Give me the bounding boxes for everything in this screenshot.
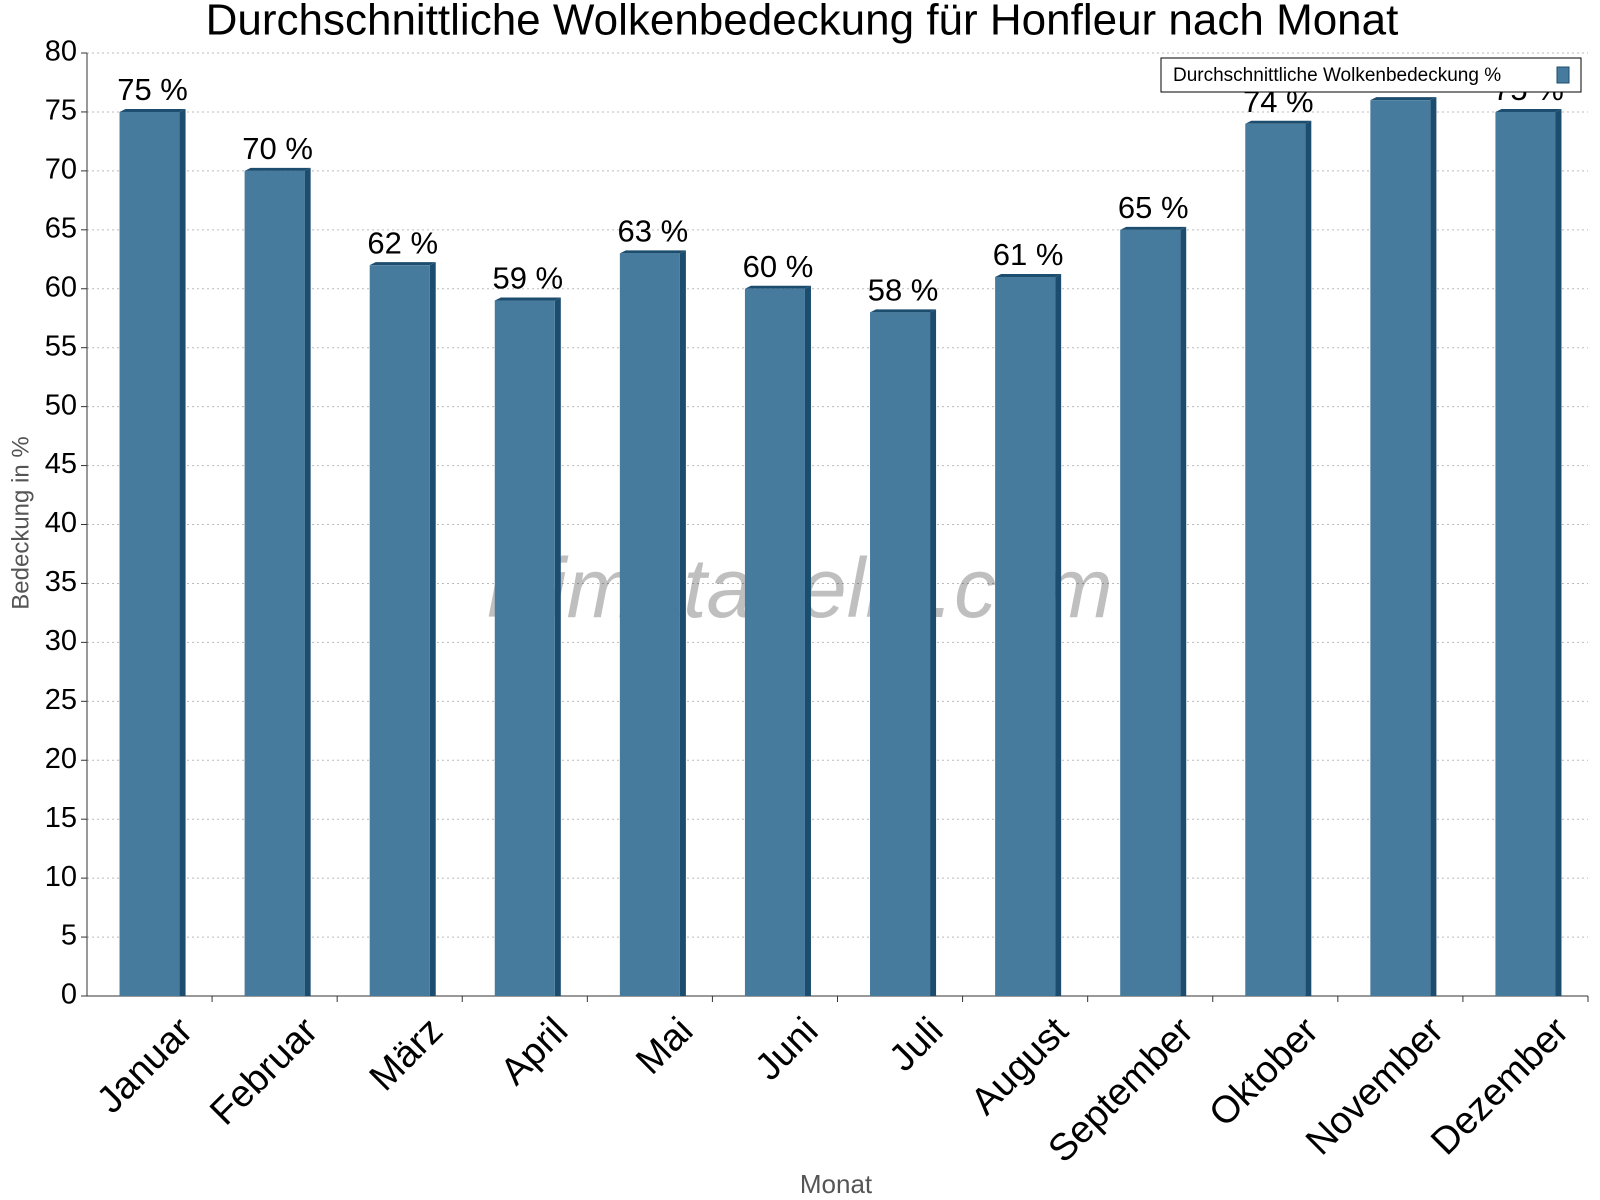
- x-axis-title: Monat: [800, 1169, 873, 1199]
- bar-side: [554, 297, 561, 997]
- bar-top: [244, 167, 311, 171]
- value-label: 61 %: [993, 237, 1064, 272]
- bar-group: [494, 297, 561, 997]
- bar-group: [119, 108, 186, 996]
- value-label: 63 %: [618, 214, 689, 249]
- bar-side: [1055, 273, 1062, 996]
- bar-side: [1305, 120, 1312, 997]
- bar-top: [744, 285, 811, 289]
- bar-side: [1555, 108, 1562, 996]
- value-label: 62 %: [367, 225, 438, 260]
- value-label: 65 %: [1118, 190, 1189, 225]
- bar-top: [1120, 226, 1187, 230]
- bar-group: [1370, 97, 1437, 996]
- bar-top: [1370, 97, 1437, 101]
- bar: [870, 312, 931, 996]
- bar-group: [1495, 108, 1562, 996]
- bar: [244, 170, 305, 996]
- value-label: 59 %: [492, 261, 563, 296]
- bar-side: [930, 309, 937, 996]
- bar-top: [1495, 108, 1562, 112]
- bar-top: [870, 309, 937, 313]
- y-tick-label: 10: [45, 861, 77, 893]
- bar: [1495, 111, 1556, 996]
- bar-top: [369, 262, 436, 266]
- y-tick-label: 55: [45, 330, 77, 362]
- bar-group: [1245, 120, 1312, 997]
- y-tick-label: 65: [45, 212, 77, 244]
- bar: [1120, 229, 1181, 996]
- bar-group: [870, 309, 937, 996]
- y-tick-label: 60: [45, 271, 77, 303]
- bar: [119, 111, 180, 996]
- bar-top: [494, 297, 561, 301]
- bar-side: [179, 108, 186, 996]
- bar: [494, 300, 555, 997]
- value-label: 60 %: [743, 249, 814, 284]
- y-tick-label: 35: [45, 566, 77, 598]
- bar-side: [679, 250, 686, 996]
- bar-group: [369, 262, 436, 996]
- legend-label: Durchschnittliche Wolkenbedeckung %: [1173, 65, 1501, 86]
- y-tick-label: 15: [45, 802, 77, 834]
- y-tick-label: 0: [61, 979, 77, 1011]
- legend-swatch: [1556, 66, 1570, 84]
- bar-top: [995, 273, 1062, 277]
- bar-side: [304, 167, 311, 996]
- y-tick-label: 50: [45, 389, 77, 421]
- bar: [744, 288, 805, 996]
- y-tick-label: 40: [45, 507, 77, 539]
- y-tick-label: 45: [45, 448, 77, 480]
- bar-group: [744, 285, 811, 996]
- bar-top: [119, 108, 186, 112]
- bar-group: [1120, 226, 1187, 996]
- bar-side: [1180, 226, 1187, 996]
- bar: [369, 265, 430, 996]
- bar: [1245, 123, 1306, 997]
- bar-side: [1430, 97, 1437, 996]
- bar-side: [804, 285, 811, 996]
- bar-top: [1245, 120, 1312, 124]
- y-tick-label: 25: [45, 684, 77, 716]
- bar-group: [244, 167, 311, 996]
- y-tick-label: 5: [61, 920, 77, 952]
- legend-box: [1160, 57, 1582, 93]
- bar-group: [619, 250, 686, 996]
- bar: [995, 276, 1056, 996]
- y-tick-label: 20: [45, 743, 77, 775]
- bar-side: [429, 262, 436, 996]
- y-tick-label: 80: [45, 36, 77, 68]
- value-label: 75 %: [117, 72, 188, 107]
- y-tick-label: 75: [45, 95, 77, 127]
- bar-top: [619, 250, 686, 254]
- bar: [1370, 100, 1431, 996]
- y-tick-label: 70: [45, 154, 77, 186]
- value-label: 58 %: [868, 273, 939, 308]
- bar: [619, 253, 680, 996]
- chart-title: Durchschnittliche Wolkenbedeckung für Ho…: [206, 0, 1399, 45]
- bar-group: [995, 273, 1062, 996]
- y-tick-label: 30: [45, 625, 77, 657]
- y-axis-title: Bedeckung in %: [7, 436, 34, 609]
- value-label: 70 %: [242, 131, 313, 166]
